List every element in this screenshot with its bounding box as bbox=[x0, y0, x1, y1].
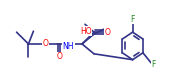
Text: O: O bbox=[105, 28, 111, 37]
Text: F: F bbox=[152, 60, 156, 69]
Text: F: F bbox=[130, 15, 135, 24]
Text: O: O bbox=[42, 39, 48, 48]
Text: O: O bbox=[56, 52, 62, 61]
Text: NH: NH bbox=[62, 42, 74, 51]
Text: HO: HO bbox=[80, 27, 92, 36]
